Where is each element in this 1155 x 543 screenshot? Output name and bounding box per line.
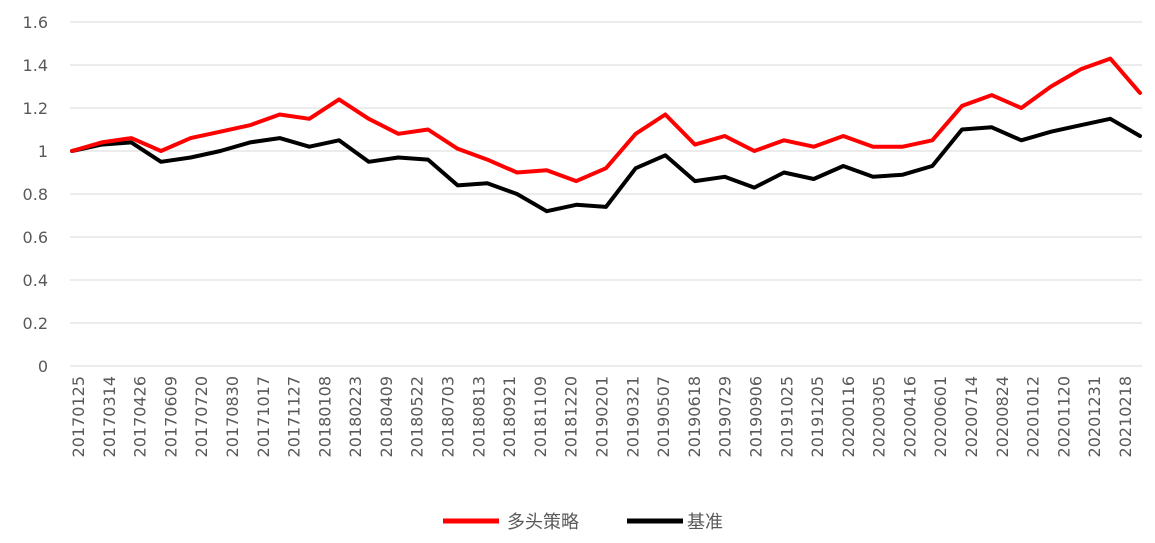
- x-tick-label: 20200116: [839, 376, 858, 457]
- x-tick-label: 20201120: [1054, 376, 1073, 457]
- x-tick-label: 20170426: [131, 376, 150, 457]
- legend-label-0: 多头策略: [507, 512, 579, 533]
- y-tick-label: 1.4: [23, 56, 48, 75]
- x-tick-label: 20190507: [654, 376, 673, 457]
- x-tick-label: 20180108: [315, 376, 334, 457]
- x-tick-label: 20180703: [439, 376, 458, 457]
- legend-label-1: 基准: [687, 512, 723, 533]
- series-lines: [70, 56, 1142, 214]
- x-tick-label: 20200416: [900, 376, 919, 457]
- x-tick-label: 20201231: [1085, 376, 1104, 457]
- x-tick-label: 20190321: [623, 376, 642, 457]
- y-tick-label: 0: [38, 357, 48, 376]
- x-tick-label: 20170830: [223, 376, 242, 457]
- series-line-1: [70, 116, 1142, 214]
- x-tick-label: 20180522: [408, 376, 427, 457]
- x-tick-label: 20190906: [746, 376, 765, 457]
- y-tick-label: 0.6: [23, 228, 48, 247]
- y-tick-label: 0.4: [23, 271, 48, 290]
- x-tick-label: 20181109: [531, 376, 550, 457]
- series-line-0: [70, 56, 1142, 184]
- x-tick-label: 20180409: [377, 376, 396, 457]
- x-tick-label: 20190618: [685, 376, 704, 457]
- x-tick-label: 20180813: [469, 376, 488, 457]
- x-tick-label: 20200601: [931, 376, 950, 457]
- y-axis-tick-labels: 1.6 1.4 1.2 1 0.8 0.6 0.4 0.2 0: [23, 13, 48, 376]
- x-tick-label: 20200714: [962, 376, 981, 457]
- y-tick-label: 1.2: [23, 99, 48, 118]
- x-tick-label: 20170609: [161, 376, 180, 457]
- x-tick-label: 20190201: [593, 376, 612, 457]
- x-tick-label: 20210218: [1116, 376, 1135, 457]
- x-tick-label: 20191025: [777, 376, 796, 457]
- x-axis-tick-labels: 20170125 20170314 20170426 20170609 20170720…: [69, 376, 1135, 457]
- x-tick-label: 20190729: [716, 376, 735, 457]
- legend: 多头策略 基准: [443, 512, 723, 533]
- x-tick-label: 20171017: [254, 376, 273, 457]
- y-tick-label: 0.2: [23, 314, 48, 333]
- x-tick-label: 20180921: [500, 376, 519, 457]
- x-tick-label: 20201012: [1024, 376, 1043, 457]
- x-tick-label: 20170720: [192, 376, 211, 457]
- y-tick-label: 0.8: [23, 185, 48, 204]
- x-tick-label: 20191205: [808, 376, 827, 457]
- y-tick-label: 1: [38, 142, 48, 161]
- x-tick-label: 20170314: [100, 376, 119, 457]
- x-tick-label: 20171127: [285, 376, 304, 457]
- gridlines: [70, 21, 1142, 367]
- x-tick-label: 20200305: [870, 376, 889, 457]
- x-tick-label: 20181220: [562, 376, 581, 457]
- x-tick-label: 20170125: [69, 376, 88, 457]
- y-tick-label: 1.6: [23, 13, 48, 32]
- x-tick-label: 20180223: [346, 376, 365, 457]
- x-tick-label: 20200824: [993, 376, 1012, 457]
